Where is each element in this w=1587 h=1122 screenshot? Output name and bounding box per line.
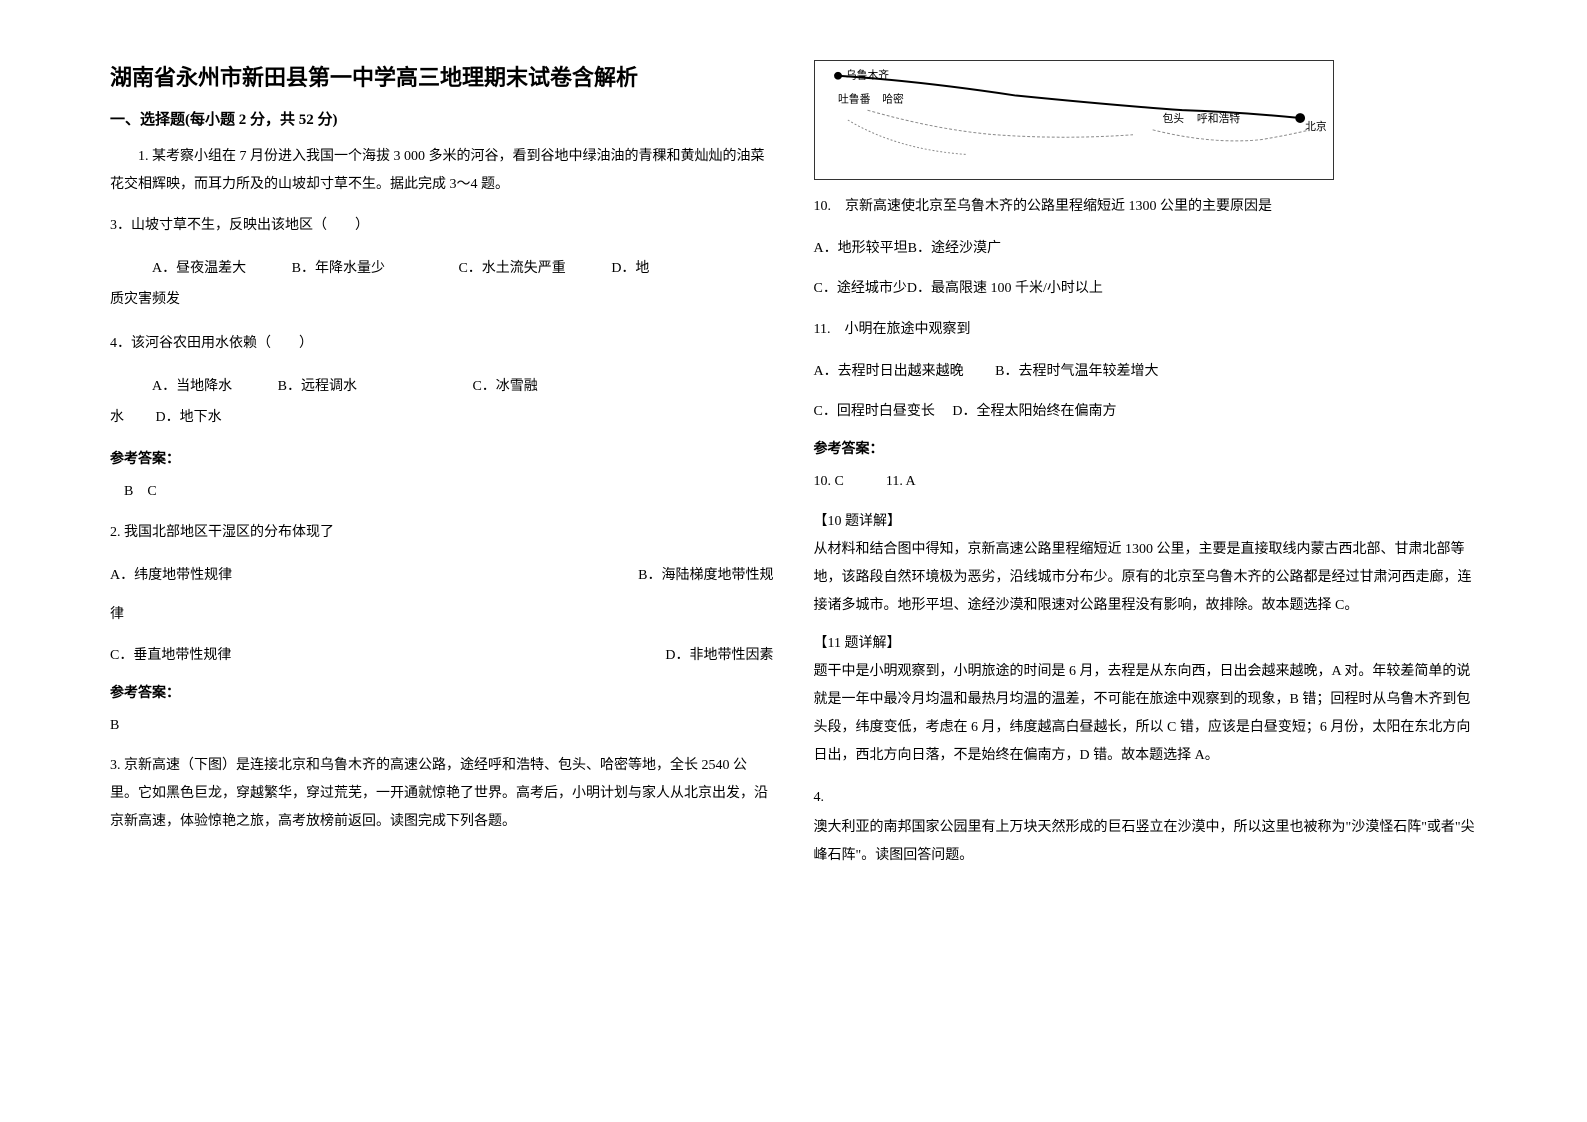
detail11-header: 【11 题详解】 <box>814 630 1478 658</box>
q2-options-row1: A．纬度地带性规律 B．海陆梯度地带性规 <box>110 561 774 592</box>
detail10-header: 【10 题详解】 <box>814 508 1478 536</box>
map-image: 乌鲁木齐 吐鲁番 哈密 包头 呼和浩特 北京 <box>814 60 1334 180</box>
q10-opt-c: C．途经城市少 <box>814 281 907 296</box>
q10-options-ab: A．地形较平坦B．途经沙漠广 <box>814 235 1478 263</box>
answer1-text: B C <box>110 478 774 506</box>
q11-options-ab: A．去程时日出越来越晚 B．去程时气温年较差增大 <box>814 358 1478 386</box>
q2-opt-b-part1: B．海陆梯度地带性规 <box>638 561 773 592</box>
page-title: 湖南省永州市新田县第一中学高三地理期末试卷含解析 <box>110 60 774 92</box>
q3-opt-b: B．年降水量少 <box>250 261 385 276</box>
q2-opt-c: C．垂直地带性规律 <box>110 641 231 672</box>
q3-opt-d-part1: D．地 <box>569 261 649 276</box>
q2-options-row2: C．垂直地带性规律 D．非地带性因素 <box>110 641 774 672</box>
q10-opt-a: A．地形较平坦 <box>814 241 908 256</box>
answer2-header: 参考答案： <box>110 682 774 702</box>
q11-opt-d: D．全程太阳始终在偏南方 <box>938 404 1116 419</box>
q4-num: 4. <box>814 790 1478 806</box>
q3-opt-a: A．昼夜温差大 <box>110 261 246 276</box>
q10-text: 10. 京新高速使北京至乌鲁木齐的公路里程缩短近 1300 公里的主要原因是 <box>814 192 1478 223</box>
q2-opt-d: D．非地带性因素 <box>665 641 773 672</box>
q4-options: A．当地降水 B．远程调水 C．冰雪融 水 D．地下水 <box>110 372 774 434</box>
q10-opt-d: D．最高限速 100 千米/小时以上 <box>907 281 1103 296</box>
detail10-text: 从材料和结合图中得知，京新高速公路里程缩短近 1300 公里，主要是直接取线内蒙… <box>814 536 1478 620</box>
q2-opt-a: A．纬度地带性规律 <box>110 561 232 592</box>
q4-opt-d: D．地下水 <box>128 410 222 425</box>
answer2-text: B <box>110 712 774 740</box>
answer3-text: 10. C 11. A <box>814 468 1478 496</box>
q11-opt-b: B．去程时气温年较差增大 <box>967 364 1158 379</box>
answer3-header: 参考答案： <box>814 438 1478 458</box>
q11-options-cd: C．回程时白昼变长 D．全程太阳始终在偏南方 <box>814 398 1478 426</box>
q11-opt-c: C．回程时白昼变长 <box>814 404 935 419</box>
q10-opt-b: B．途经沙漠广 <box>908 241 1001 256</box>
q4-opt-a: A．当地降水 <box>110 379 232 394</box>
q2-text: 2. 我国北部地区干湿区的分布体现了 <box>110 518 774 549</box>
q2-opt-b-part2: 律 <box>110 601 774 629</box>
answer1-header: 参考答案： <box>110 448 774 468</box>
map-city-hohhot: 呼和浩特 <box>1196 111 1239 125</box>
q3-options: A．昼夜温差大 B．年降水量少 C．水土流失严重 D．地 质灾害频发 <box>110 254 774 316</box>
map-city-tulufan: 吐鲁番 <box>838 91 871 105</box>
q4-opt-b: B．远程调水 <box>236 379 357 394</box>
q11-opt-a: A．去程时日出越来越晚 <box>814 364 964 379</box>
q3-opt-d-part2: 质灾害频发 <box>110 292 180 307</box>
q11-text: 11. 小明在旅途中观察到 <box>814 315 1478 346</box>
q4-text: 4．该河谷农田用水依赖（ ） <box>110 329 774 360</box>
q3-opt-c: C．水土流失严重 <box>388 261 565 276</box>
q3-text: 3．山坡寸草不生，反映出该地区（ ） <box>110 211 774 242</box>
detail11-text: 题干中是小明观察到，小明旅途的时间是 6 月，去程是从东向西，日出会越来越晚，A… <box>814 658 1478 770</box>
q10-options-cd: C．途经城市少D．最高限速 100 千米/小时以上 <box>814 275 1478 303</box>
map-city-baotou: 包头 <box>1162 112 1184 125</box>
q3-highway: 3. 京新高速（下图）是连接北京和乌鲁木齐的高速公路，途经呼和浩特、包头、哈密等… <box>110 752 774 836</box>
q1-intro: 1. 某考察小组在 7 月份进入我国一个海拔 3 000 多米的河谷，看到谷地中… <box>110 143 774 199</box>
q4-opt-c: C．冰雪融 <box>360 379 537 394</box>
q4-opt-c-part2: 水 <box>110 410 124 425</box>
map-city-hami: 哈密 <box>882 91 904 105</box>
q4-new-text: 澳大利亚的南邦国家公园里有上万块天然形成的巨石竖立在沙漠中，所以这里也被称为"沙… <box>814 814 1478 870</box>
section-header: 一、选择题(每小题 2 分，共 52 分) <box>110 108 774 129</box>
